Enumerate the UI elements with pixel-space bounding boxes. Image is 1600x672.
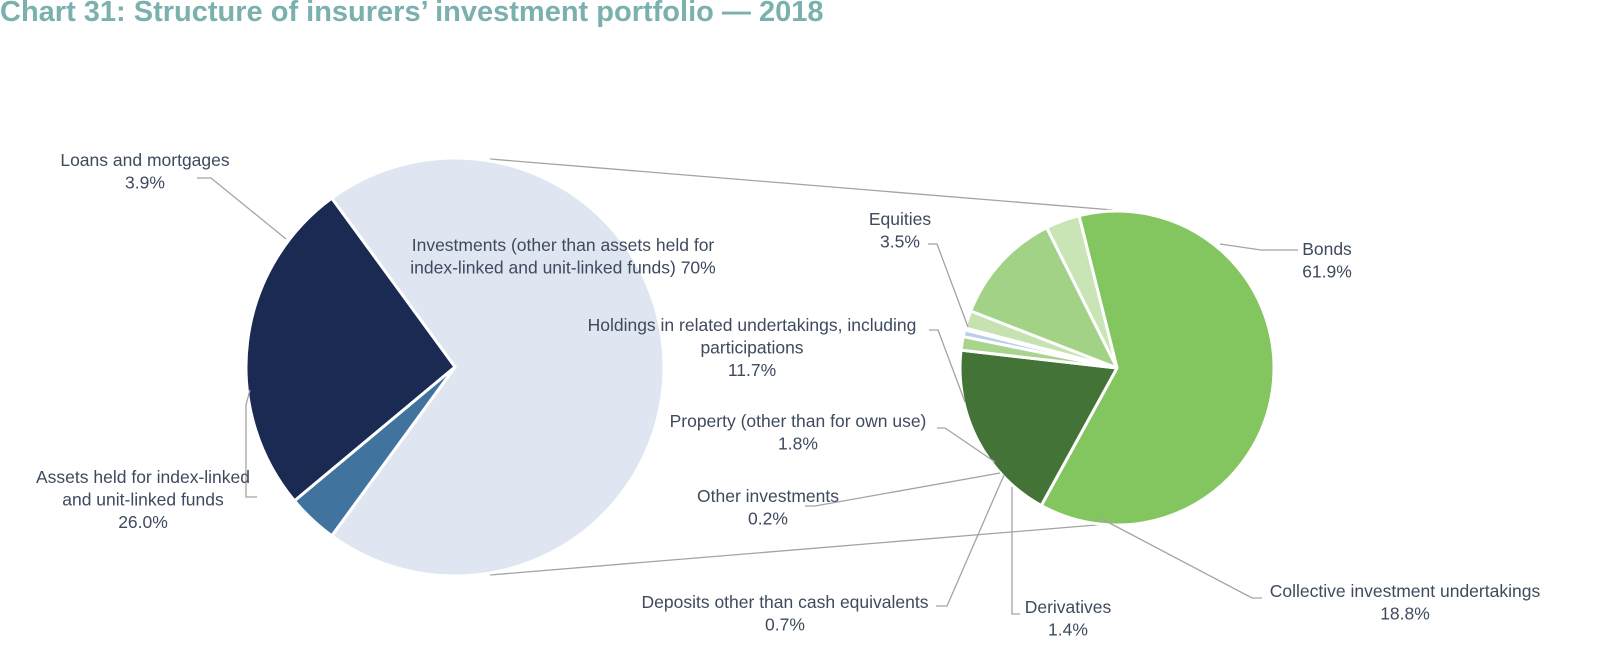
leader-line-8	[929, 329, 966, 403]
secondary-label-1: Collective investment undertakings 18.8%	[1270, 581, 1541, 624]
secondary-pie-slice-7	[1045, 214, 1119, 370]
secondary-pie	[958, 209, 1276, 527]
primary-pie-slice-1	[244, 196, 457, 503]
data-labels: Loans and mortgages 3.9% Assets held for i…	[36, 150, 1540, 640]
leader-line-3	[1099, 517, 1262, 599]
leader-lines	[197, 177, 1298, 615]
secondary-label-5: Property (other than for own use) 1.8%	[670, 411, 927, 454]
leader-line-9	[928, 243, 969, 328]
leader-line-6	[805, 472, 1001, 507]
primary-pie-slice-2	[292, 365, 457, 538]
secondary-label-7: Equities 3.5%	[869, 209, 932, 252]
leader-line-5	[936, 474, 1005, 607]
leader-line-0	[197, 177, 287, 240]
secondary-pie-slice-0	[1039, 209, 1276, 527]
connector-top	[489, 158, 1114, 211]
secondary-pie-slice-6	[969, 226, 1119, 370]
chart-title: Chart 31: Structure of insurers’ investm…	[0, 0, 824, 28]
primary-pie-slice-0	[330, 156, 666, 578]
primary-pie	[244, 156, 666, 578]
primary-label-2: Loans and mortgages 3.9%	[60, 150, 230, 193]
primary-label-1: Assets held for index-linked and unit-lin…	[36, 467, 250, 532]
leader-line-2	[1219, 243, 1298, 251]
secondary-label-0: Bonds 61.9%	[1302, 239, 1352, 282]
secondary-label-4: Other investments 0.2%	[697, 486, 839, 529]
leader-line-1	[245, 389, 257, 498]
leader-line-4	[1011, 487, 1020, 615]
secondary-pie-slice-1	[958, 348, 1119, 508]
secondary-label-6: Holdings in related undertakings, includ…	[588, 315, 917, 380]
primary-label-0: Investments (other than assets held for i…	[410, 235, 715, 278]
secondary-label-3: Deposits other than cash equivalents 0.7%	[642, 592, 929, 635]
leader-line-7	[937, 427, 996, 463]
connector-bottom	[489, 523, 1109, 576]
connector-lines	[489, 158, 1114, 576]
secondary-label-2: Derivatives 1.4%	[1025, 597, 1112, 640]
